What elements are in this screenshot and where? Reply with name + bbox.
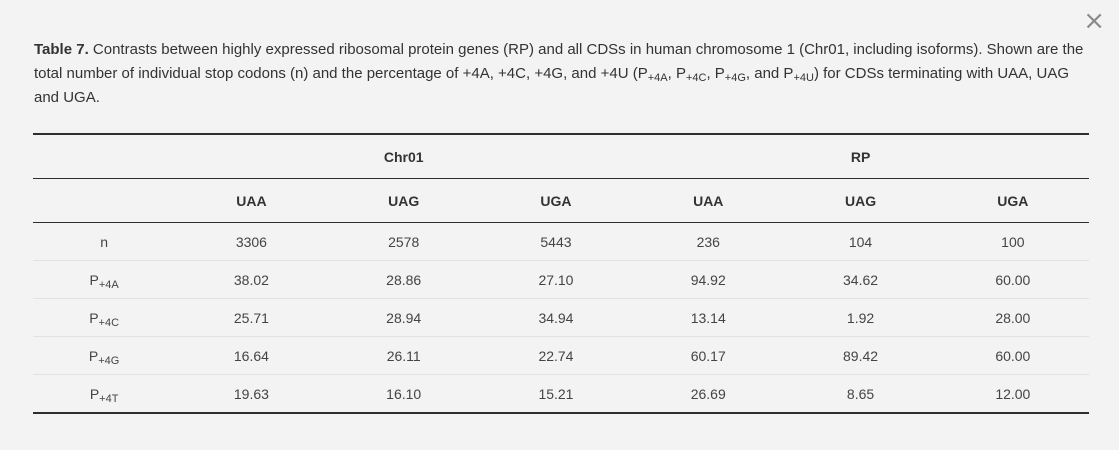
column-header: UAA (175, 178, 328, 223)
table-row: P+4T 19.63 16.10 15.21 26.69 8.65 12.00 (33, 374, 1089, 414)
table-cell: 1.92 (784, 298, 937, 337)
caption-text: , P (706, 65, 725, 82)
row-label: P+4T (33, 374, 176, 414)
data-table: Chr01 RP UAA UAG UGA UAA UAG UGA n 3306 … (33, 133, 1089, 414)
table-cell: 8.65 (784, 374, 937, 414)
caption-text: , P (667, 65, 686, 82)
table-cell: 104 (784, 222, 937, 261)
group-header-row: Chr01 RP (33, 134, 1089, 179)
table-cell: 27.10 (479, 260, 633, 299)
group-header-rp: RP (632, 134, 1089, 179)
column-header: UGA (479, 178, 633, 223)
table-cell: 13.14 (632, 298, 785, 337)
column-header: UGA (936, 178, 1089, 223)
table-cell: 60.17 (632, 336, 785, 375)
table-cell: 89.42 (784, 336, 937, 375)
table-cell: 34.94 (479, 298, 633, 337)
table-caption: Table 7. Contrasts between highly expres… (34, 38, 1094, 110)
close-icon[interactable]: × (1083, 6, 1105, 36)
table-row: n 3306 2578 5443 236 104 100 (33, 222, 1089, 261)
table-cell: 3306 (175, 222, 328, 261)
table-cell: 38.02 (175, 260, 328, 299)
row-label: P+4A (33, 260, 176, 299)
caption-subscript: +4C (685, 72, 707, 84)
table-cell: 25.71 (175, 298, 328, 337)
caption-text: Contrasts between highly expressed ribos… (34, 41, 1084, 82)
column-header: UAG (784, 178, 937, 223)
row-label: P+4G (33, 336, 176, 375)
table-cell: 2578 (327, 222, 480, 261)
codon-header-row: UAA UAG UGA UAA UAG UGA (33, 178, 1089, 223)
table-cell: 15.21 (479, 374, 633, 414)
row-label-text: P (89, 385, 100, 402)
table-cell: 60.00 (936, 336, 1089, 375)
table-cell: 16.64 (175, 336, 328, 375)
caption-text: ) for CDSs terminating with UAA, UAG and… (34, 65, 1070, 106)
table-label: Table 7. (34, 41, 89, 58)
table-cell: 28.86 (327, 260, 480, 299)
column-header: UAA (632, 178, 785, 223)
table-cell: 12.00 (936, 374, 1089, 414)
table-cell: 34.62 (784, 260, 937, 299)
table-cell: 28.94 (327, 298, 480, 337)
caption-text: , and P (745, 65, 794, 82)
row-label-subscript: +4T (99, 392, 119, 405)
corner-cell (33, 134, 176, 179)
row-label: P+4C (33, 298, 176, 337)
caption-subscript: +4A (647, 72, 668, 84)
table-cell: 28.00 (936, 298, 1089, 337)
table-row: P+4G 16.64 26.11 22.74 60.17 89.42 60.00 (33, 336, 1089, 375)
table-cell: 16.10 (327, 374, 480, 414)
table-cell: 5443 (479, 222, 633, 261)
row-label-text: P (89, 271, 99, 288)
row-label-subscript: +4G (98, 354, 120, 367)
table-cell: 19.63 (175, 374, 328, 414)
table-cell: 100 (936, 222, 1089, 261)
row-label-text: P (89, 309, 99, 326)
table-cell: 60.00 (936, 260, 1089, 299)
table-row: P+4A 38.02 28.86 27.10 94.92 34.62 60.00 (33, 260, 1089, 299)
table-row: P+4C 25.71 28.94 34.94 13.14 1.92 28.00 (33, 298, 1089, 337)
column-header: UAG (327, 178, 480, 223)
caption-subscript: +4G (724, 72, 746, 84)
corner-cell (33, 178, 176, 223)
table-cell: 26.69 (632, 374, 785, 414)
row-label: n (33, 222, 176, 261)
row-label-text: n (100, 233, 109, 250)
table-cell: 22.74 (479, 336, 633, 375)
row-label-subscript: +4C (98, 316, 120, 329)
row-label-subscript: +4A (98, 278, 119, 291)
table-cell: 94.92 (632, 260, 785, 299)
caption-subscript: +4U (793, 72, 814, 84)
group-header-chr01: Chr01 (175, 134, 633, 179)
row-label-text: P (88, 347, 99, 364)
table-cell: 236 (632, 222, 785, 261)
table-cell: 26.11 (327, 336, 480, 375)
